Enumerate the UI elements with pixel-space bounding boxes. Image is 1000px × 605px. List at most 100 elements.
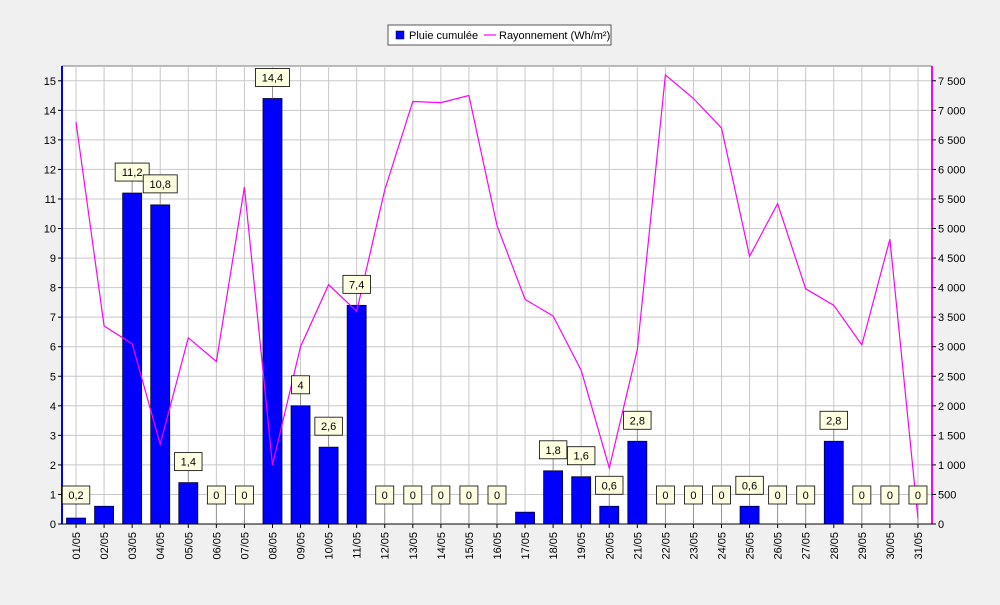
y-left-tick-label: 3 (50, 430, 56, 442)
data-label: 2,8 (826, 415, 841, 427)
y-right-tick-label: 7 000 (938, 105, 966, 117)
legend-swatch-bar (395, 30, 405, 40)
data-label-box (235, 485, 254, 505)
data-label-box (684, 485, 703, 505)
data-label-box (459, 485, 479, 505)
x-tick-label: 03/05 (127, 532, 139, 560)
data-label: 0 (718, 490, 724, 502)
bar (627, 440, 648, 525)
y-right-tick-label: 6 000 (938, 164, 966, 176)
x-tick-label: 05/05 (183, 532, 195, 560)
data-labels-layer: 0,2 11,2 10,8 1,4 0 0 14,4 4 2,6 7,4 0 0 0 0 0 1,8 1,6 0,… (61, 68, 928, 524)
x-tick-label: 17/05 (520, 532, 532, 560)
data-label: 0 (859, 490, 865, 502)
x-tick-label: 31/05 (913, 532, 925, 560)
data-label: 0 (690, 490, 696, 502)
x-tick-label: 19/05 (576, 532, 588, 560)
data-label-box (114, 162, 150, 182)
x-tick-label: 20/05 (604, 532, 616, 560)
data-label: 0,6 (742, 480, 757, 492)
x-tick-label: 06/05 (211, 532, 223, 560)
data-label-box (768, 485, 788, 505)
y-left-tick-label: 11 (45, 194, 56, 206)
x-tick-label: 22/05 (660, 532, 672, 560)
data-label-box (291, 375, 310, 395)
bar (571, 476, 592, 525)
data-label-box (655, 485, 675, 505)
data-label-box (623, 410, 652, 430)
y-left-tick-label: 14 (44, 105, 56, 117)
x-tick-label: 29/05 (857, 532, 869, 560)
legend-label-line: Rayonnement (Wh/m²) (499, 30, 610, 42)
x-tick-label: 10/05 (324, 532, 336, 560)
x-tick-label: 07/05 (239, 532, 251, 560)
bar (823, 440, 844, 525)
y-left-tick-label: 5 (50, 371, 56, 383)
bar (739, 505, 760, 525)
data-label: 0 (466, 490, 472, 502)
bar (543, 470, 564, 525)
bar (318, 446, 339, 525)
data-label-box (255, 68, 290, 87)
data-label-box (735, 475, 764, 495)
data-label: 14,4 (262, 73, 283, 85)
data-label-box (61, 485, 91, 505)
data-label-box (206, 485, 226, 505)
x-tick-label: 14/05 (436, 532, 448, 560)
data-label-box (796, 485, 816, 505)
data-label: 2,8 (630, 415, 645, 427)
x-tick-label: 25/05 (745, 532, 757, 560)
data-label: 0 (241, 490, 247, 502)
x-tick-label: 08/05 (267, 532, 279, 560)
bar (150, 204, 171, 525)
legend: Pluie cumulée Rayonnement (Wh/m²) (387, 24, 612, 46)
y-right-tick-label: 0 (938, 519, 944, 531)
y-left-tick-label: 4 (50, 401, 56, 413)
data-label-box (567, 446, 596, 466)
x-tick-label: 01/05 (71, 532, 83, 560)
y-left-tick-label: 1 (50, 489, 56, 501)
y-left-tick-label: 2 (50, 460, 56, 472)
x-tick-label: 23/05 (688, 532, 700, 560)
y-right-tick-label: 500 (938, 489, 956, 501)
y-right-tick-label: 5 500 (938, 194, 966, 206)
bar (178, 482, 199, 525)
y-right-tick-label: 5 000 (938, 224, 966, 236)
data-label-box (174, 452, 203, 472)
bar (66, 517, 86, 525)
y-right-tick-label: 3 000 (938, 342, 966, 354)
data-label: 0 (775, 490, 781, 502)
x-tick-label: 09/05 (296, 532, 308, 560)
legend-box (387, 24, 612, 46)
data-label: 4 (297, 380, 303, 392)
y-left-tick-label: 6 (50, 342, 56, 354)
data-label: 1,4 (181, 457, 196, 469)
x-tick-label: 13/05 (408, 532, 420, 560)
y-right-tick-label: 1 500 (938, 430, 966, 442)
data-label: 1,8 (545, 445, 560, 457)
y-right-tick-label: 7 500 (938, 76, 966, 88)
x-tick-label: 16/05 (492, 532, 504, 560)
data-label-box (487, 485, 507, 505)
x-tick-label: 15/05 (464, 532, 476, 560)
data-label: 0,2 (68, 490, 83, 502)
x-tick-label: 21/05 (632, 532, 644, 560)
y-left-tick-label: 12 (44, 164, 56, 176)
x-tick-label: 26/05 (773, 532, 785, 560)
y-right-tick-label: 3 500 (938, 312, 966, 324)
bar (94, 505, 114, 525)
x-tick-label: 12/05 (380, 532, 392, 560)
x-tick-label: 02/05 (99, 532, 111, 560)
data-label-box (142, 174, 178, 194)
x-tick-label: 24/05 (717, 532, 729, 560)
data-label: 0 (662, 490, 668, 502)
data-label: 0 (410, 490, 416, 502)
data-label: 10,8 (150, 179, 171, 191)
data-label: 0 (494, 490, 500, 502)
y-left-tick-label: 13 (44, 135, 56, 147)
legend-label-bar: Pluie cumulée (409, 30, 478, 42)
y-right-tick-label: 1 000 (938, 460, 966, 472)
y-right-tick-label: 2 000 (938, 401, 966, 413)
data-label: 11,2 (122, 167, 143, 179)
